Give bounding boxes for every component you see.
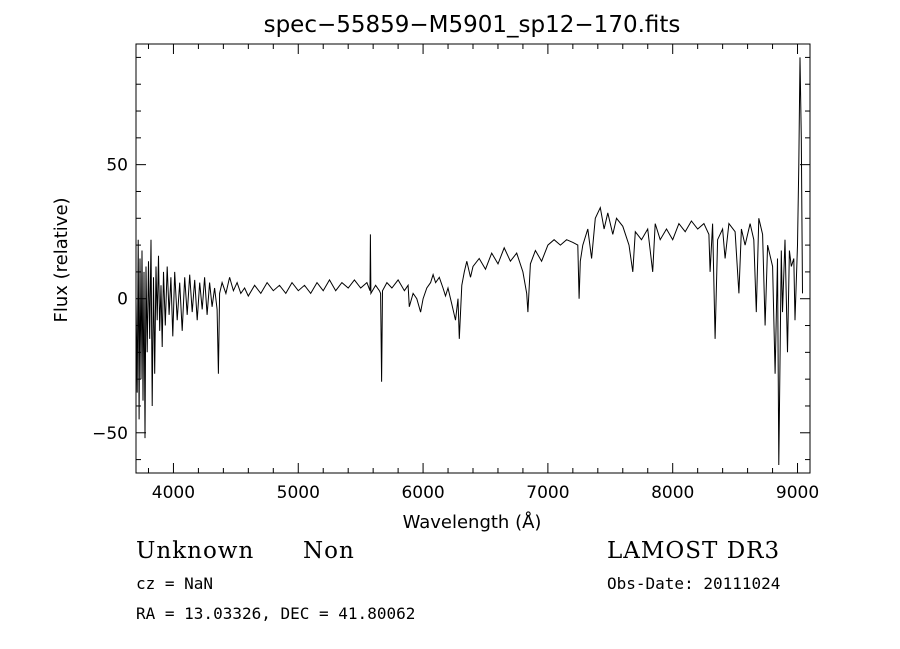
survey-name: LAMOST DR3 xyxy=(607,538,781,564)
x-tick-label: 7000 xyxy=(526,483,569,503)
observation-date: Obs-Date: 20111024 xyxy=(607,574,781,593)
x-axis-label: Wavelength (Å) xyxy=(403,511,542,533)
x-tick-label: 5000 xyxy=(277,483,320,503)
y-tick-label: 50 xyxy=(106,156,128,176)
chart-title: spec−55859−M5901_sp12−170.fits xyxy=(264,12,681,38)
x-tick-label: 9000 xyxy=(776,483,819,503)
x-tick-label: 8000 xyxy=(651,483,694,503)
plot-frame xyxy=(135,43,811,474)
tick-labels: 4000 5000 6000 7000 8000 9000 −50 0 50 xyxy=(92,156,819,503)
redshift-readout: cz = NaN xyxy=(136,574,214,593)
y-tick-label: −50 xyxy=(92,424,128,444)
coordinates-readout: RA = 13.03326, DEC = 41.80062 xyxy=(136,604,416,623)
object-class: Unknown xyxy=(136,538,255,564)
x-tick-label: 4000 xyxy=(152,483,195,503)
axis-ticks xyxy=(136,44,810,473)
y-tick-label: 0 xyxy=(117,290,128,310)
x-tick-label: 6000 xyxy=(401,483,444,503)
spectrum-line xyxy=(135,57,803,466)
y-axis-label: Flux (relative) xyxy=(51,197,72,322)
object-subclass: Non xyxy=(303,538,355,564)
